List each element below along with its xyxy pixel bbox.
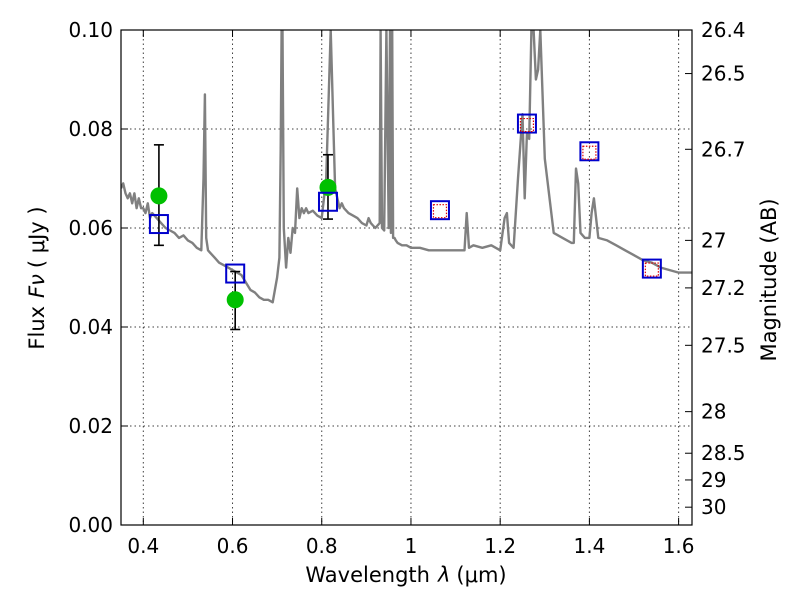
model-square-marker: [148, 214, 169, 235]
model-square-marker: [317, 191, 338, 212]
plot-frame: [120, 29, 693, 526]
predicted-square-marker: [644, 262, 659, 277]
y2-tick-label: 28: [701, 400, 726, 424]
predicted-square-marker: [582, 145, 597, 160]
observed-point: [226, 291, 244, 309]
y-tick-label: 0.10: [68, 18, 113, 42]
model-square-marker: [641, 258, 662, 279]
x-tick-label: 1.4: [573, 534, 605, 558]
observed-point: [150, 187, 168, 205]
y2-tick-label: 26.7: [701, 137, 746, 161]
y-tick-label: 0.06: [68, 216, 113, 240]
y2-tick-label: 29: [701, 468, 726, 492]
x-axis-title: Wavelength λ (μm): [305, 563, 506, 587]
ticks-layer: 0.4 0.6 0.8 1 1.2 1.4 1.6 0.00 0.02 0.04 0.06 0.08 0…: [68, 18, 745, 558]
y2-tick-label: 26.4: [701, 18, 746, 42]
y2-tick-label: 27.5: [701, 333, 746, 357]
model-square-marker: [516, 113, 537, 134]
x-tick-label: 1: [405, 534, 418, 558]
spectrum-layer: [121, 30, 692, 304]
x-tick-label: 1.2: [484, 534, 516, 558]
predicted-square-marker: [432, 204, 448, 219]
grid-layer: [121, 29, 692, 526]
y2-tick-label: 28.5: [701, 441, 746, 465]
y2-tick-label: 30: [701, 495, 726, 519]
y-tick-label: 0.08: [68, 117, 113, 141]
y-tick-label: 0.04: [68, 315, 113, 339]
y-axis-title: FluxFν( μJy ): [25, 206, 49, 349]
y2-tick-label: 26.5: [701, 62, 746, 86]
y2-axis-title: Magnitude (AB): [757, 198, 781, 361]
predicted-square-marker: [519, 117, 535, 133]
y2-tick-label: 27.2: [701, 276, 746, 300]
y-tick-label: 0.00: [68, 513, 113, 537]
y-tick-label: 0.02: [68, 414, 113, 438]
model-square-marker: [225, 263, 246, 284]
x-tick-label: 0.6: [217, 534, 249, 558]
x-tick-label: 0.4: [127, 534, 159, 558]
observed-point: [319, 178, 337, 196]
model-square-marker: [579, 141, 600, 162]
photometry-layer: [148, 113, 662, 331]
x-tick-label: 0.8: [306, 534, 338, 558]
model-square-marker: [429, 200, 450, 221]
spectrum-line: [121, 30, 692, 304]
x-tick-label: 1.6: [663, 534, 695, 558]
y2-tick-label: 27: [701, 228, 726, 252]
